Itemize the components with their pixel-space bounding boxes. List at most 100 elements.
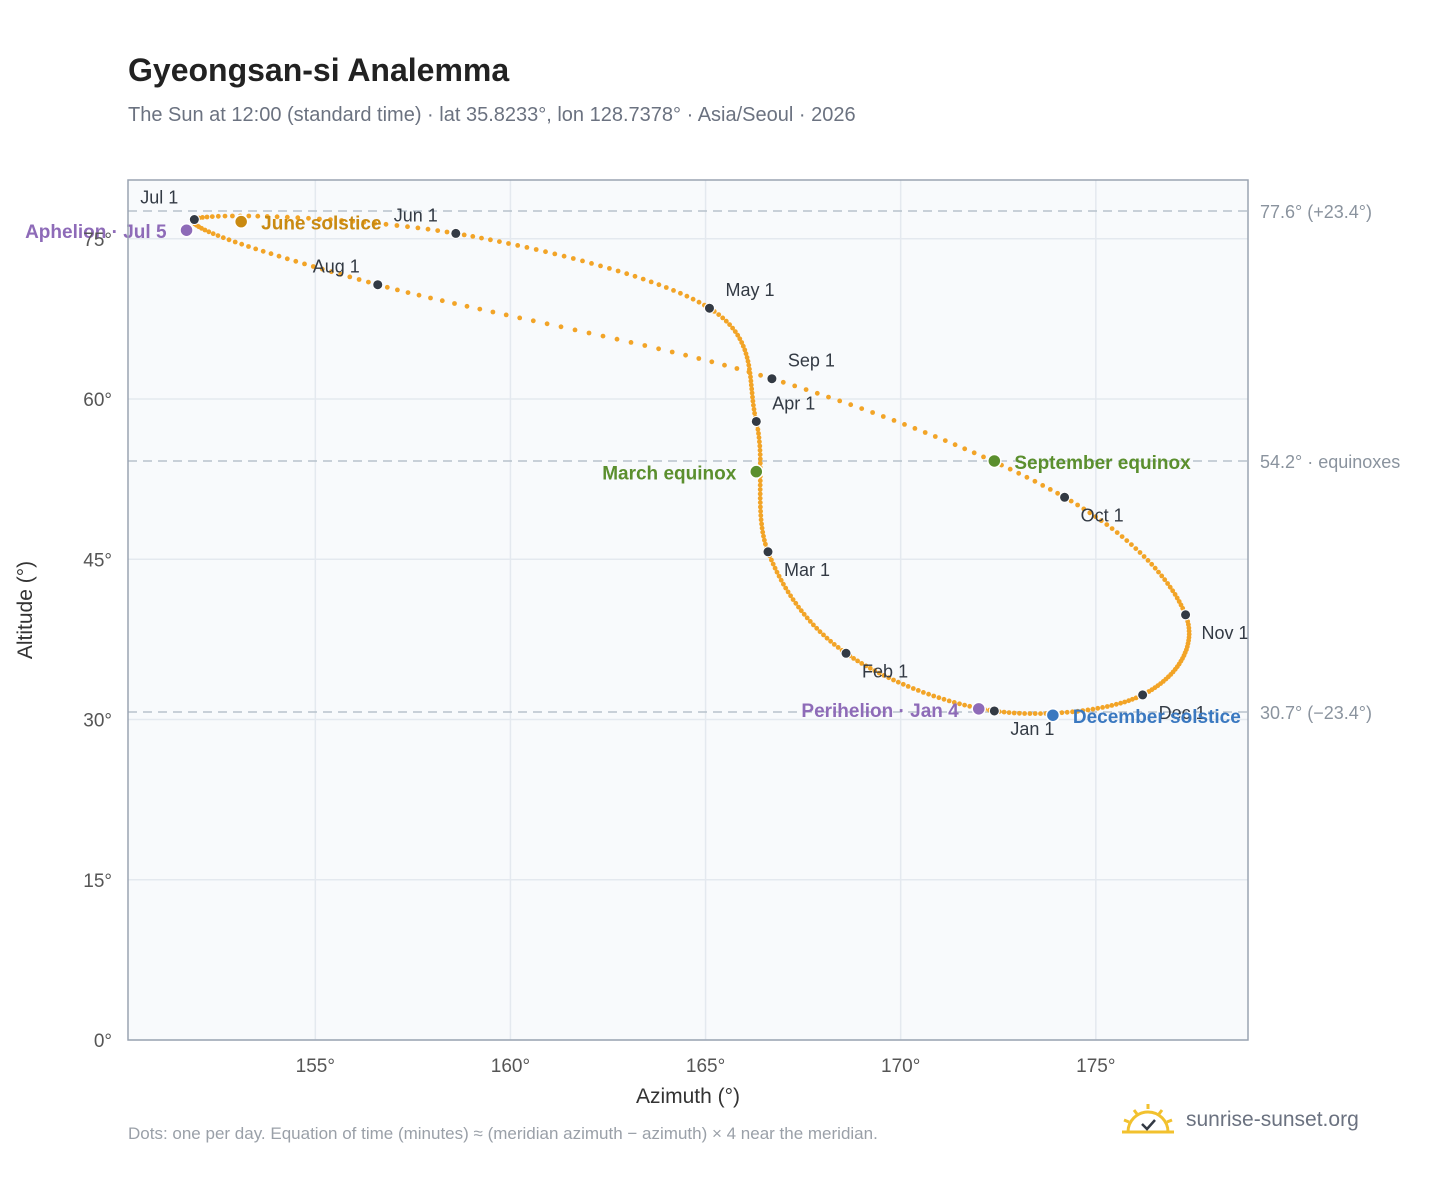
month-marker bbox=[372, 279, 384, 291]
daily-sun-dot bbox=[253, 246, 259, 252]
daily-sun-dot bbox=[709, 359, 715, 365]
daily-sun-dot bbox=[1156, 569, 1161, 575]
month-label: Jan 1 bbox=[1010, 719, 1054, 739]
daily-sun-dot bbox=[886, 675, 892, 681]
daily-sun-dot bbox=[615, 268, 621, 274]
daily-sun-dot bbox=[264, 214, 270, 219]
daily-sun-dot bbox=[572, 327, 578, 333]
daily-sun-dot bbox=[607, 266, 612, 271]
month-marker bbox=[450, 227, 462, 239]
axis-ticks: 155° 160° 165° 170° 175° 0° 15° 30° 45° 60° 75° bbox=[83, 230, 1115, 1077]
daily-sun-dot bbox=[1130, 696, 1135, 702]
daily-sun-dot bbox=[915, 688, 921, 693]
daily-sun-dot bbox=[752, 410, 757, 416]
daily-sun-dot bbox=[1032, 711, 1038, 716]
daily-sun-dot bbox=[788, 593, 793, 599]
daily-sun-dot bbox=[727, 322, 732, 327]
daily-sun-dot bbox=[855, 658, 860, 664]
daily-sun-dot bbox=[624, 271, 630, 277]
daily-sun-dot bbox=[656, 346, 661, 352]
daily-sun-dot bbox=[760, 529, 766, 535]
brand-name: sunrise-sunset.org bbox=[1186, 1108, 1359, 1131]
daily-sun-dot bbox=[274, 214, 280, 220]
month-marker bbox=[703, 302, 715, 314]
event-marker bbox=[987, 453, 1002, 469]
daily-sun-dot bbox=[1152, 565, 1158, 571]
daily-sun-dot bbox=[1100, 705, 1105, 710]
daily-sun-dot bbox=[394, 223, 400, 228]
daily-sun-dot bbox=[1141, 554, 1147, 559]
event-label: Aphelion · Jul 5 bbox=[25, 222, 167, 243]
daily-sun-dot bbox=[506, 241, 511, 246]
daily-sun-dot bbox=[758, 513, 764, 518]
y-tick-label: 30° bbox=[83, 711, 112, 732]
daily-sun-dot bbox=[656, 282, 662, 288]
daily-sun-dot bbox=[1159, 573, 1165, 579]
daily-sun-dot bbox=[1085, 707, 1091, 713]
daily-sun-dot bbox=[204, 214, 210, 220]
daily-sun-dot bbox=[580, 258, 585, 264]
month-label: Apr 1 bbox=[772, 393, 815, 413]
daily-sun-dot bbox=[776, 573, 782, 579]
daily-sun-dot bbox=[533, 247, 539, 252]
daily-sun-dot bbox=[425, 226, 431, 232]
daily-sun-dot bbox=[951, 700, 957, 705]
daily-sun-dot bbox=[793, 600, 799, 606]
daily-sun-dot bbox=[200, 215, 205, 220]
daily-sun-dot bbox=[774, 569, 780, 575]
month-marker bbox=[1059, 491, 1071, 503]
daily-sun-dot bbox=[900, 681, 906, 687]
daily-sun-dot bbox=[1075, 502, 1080, 508]
daily-sun-dot bbox=[452, 301, 457, 306]
x-axis-label: Azimuth (°) bbox=[636, 1085, 740, 1108]
daily-sun-dot bbox=[544, 321, 550, 327]
daily-sun-dot bbox=[1016, 470, 1022, 476]
daily-sun-dot bbox=[1145, 558, 1151, 563]
daily-sun-dot bbox=[276, 253, 282, 259]
daily-sun-dot bbox=[758, 508, 763, 514]
daily-sun-dot bbox=[957, 701, 962, 707]
brand[interactable]: sunrise-sunset.org bbox=[1120, 1102, 1359, 1138]
daily-sun-dot bbox=[1022, 711, 1027, 716]
daily-sun-dot bbox=[255, 213, 261, 219]
daily-sun-dot bbox=[558, 324, 564, 330]
daily-sun-dot bbox=[628, 340, 634, 345]
daily-sun-dot bbox=[1064, 709, 1070, 715]
event-marker bbox=[971, 701, 986, 717]
daily-sun-dot bbox=[415, 225, 421, 231]
daily-sun-dot bbox=[339, 218, 344, 223]
daily-sun-dot bbox=[751, 406, 757, 412]
month-marker bbox=[988, 705, 1000, 717]
daily-sun-dot bbox=[1133, 695, 1139, 701]
daily-sun-dot bbox=[384, 284, 390, 290]
daily-sun-dot bbox=[293, 258, 299, 264]
daily-sun-dot bbox=[678, 290, 683, 296]
event-label: March equinox bbox=[602, 464, 737, 485]
daily-sun-dot bbox=[570, 256, 576, 261]
daily-sun-dot bbox=[737, 336, 743, 342]
daily-sun-dot bbox=[859, 406, 865, 411]
daily-sun-dot bbox=[757, 443, 763, 449]
daily-sun-dot bbox=[749, 386, 755, 392]
daily-sun-dot bbox=[817, 629, 823, 635]
daily-sun-dot bbox=[759, 521, 764, 527]
daily-sun-dot bbox=[872, 668, 878, 674]
daily-sun-dot bbox=[755, 427, 761, 432]
daily-sun-dot bbox=[1114, 530, 1120, 535]
daily-sun-dot bbox=[461, 232, 467, 238]
x-tick-label: 155° bbox=[296, 1056, 335, 1077]
daily-sun-dot bbox=[757, 439, 762, 445]
daily-sun-dot bbox=[848, 402, 854, 408]
reference-line-label: 77.6° (+23.4°) bbox=[1260, 202, 1372, 222]
y-tick-label: 45° bbox=[83, 550, 112, 571]
daily-sun-dot bbox=[648, 279, 654, 285]
daily-sun-dot bbox=[215, 213, 221, 219]
daily-sun-dot bbox=[366, 279, 371, 285]
daily-sun-dot bbox=[804, 615, 810, 621]
daily-sun-dot bbox=[470, 234, 476, 239]
daily-sun-dot bbox=[268, 251, 274, 257]
daily-sun-dot bbox=[895, 679, 901, 685]
daily-sun-dot bbox=[801, 611, 807, 617]
daily-sun-dot bbox=[246, 244, 251, 249]
daily-sun-dot bbox=[1080, 708, 1086, 713]
